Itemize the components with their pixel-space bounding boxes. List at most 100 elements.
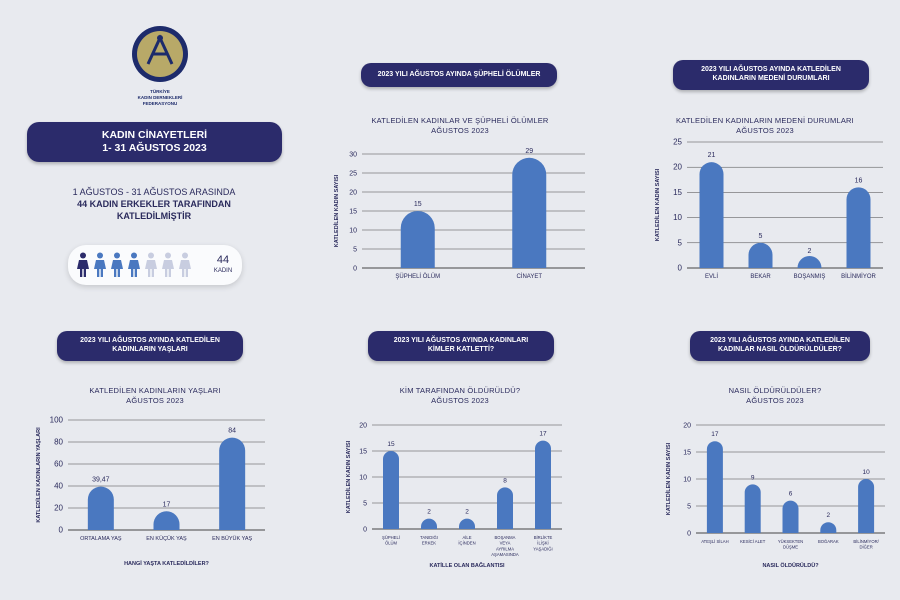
pill-line: 2023 YILI AĞUSTOS AYINDA KATLEDİLEN	[80, 337, 220, 345]
y-tick-label: 20	[54, 504, 63, 513]
chart-title-methods: NASIL ÖLDÜRÜLDÜLER? AĞUSTOS 2023	[670, 386, 880, 406]
data-label: 2	[826, 512, 830, 519]
bar	[87, 486, 114, 530]
x-category-label: ÖLÜM	[385, 541, 398, 546]
chart-title-line: AĞUSTOS 2023	[746, 396, 804, 406]
federation-logo: TÜRKİYE KADIN DERNEKLERİ FEDERASYONU	[128, 24, 192, 106]
bar	[535, 440, 551, 529]
x-category-label: BİLİNMİYOR	[841, 273, 876, 280]
data-label: 5	[759, 233, 763, 240]
bar	[846, 187, 871, 268]
bar	[219, 437, 246, 530]
x-axis-label: HANGİ YAŞTA KATLEDİLDİLER?	[124, 560, 209, 567]
y-tick-label: 80	[54, 438, 63, 447]
chart-title-perpetrators: KİM TARAFINDAN ÖLDÜRÜLDÜ? AĞUSTOS 2023	[345, 386, 575, 406]
header-banner: KADIN CİNAYETLERİ 1- 31 AĞUSTOS 2023	[27, 122, 282, 162]
header-subtitle: 1- 31 AĞUSTOS 2023	[102, 142, 207, 154]
x-category-label: BOŞANMA	[495, 535, 516, 540]
y-tick-label: 10	[349, 228, 357, 235]
chart-title-line: AĞUSTOS 2023	[431, 126, 489, 136]
summary-line: 1 AĞUSTOS - 31 AĞUSTOS ARASINDA	[72, 187, 236, 197]
y-axis-label: KATLEDİLEN KADIN SAYISI	[654, 168, 661, 241]
summary-text: 1 AĞUSTOS - 31 AĞUSTOS ARASINDA 44 KADIN…	[30, 186, 278, 222]
y-tick-label: 15	[359, 449, 367, 456]
x-category-label: DÜŞME	[783, 545, 798, 550]
data-label: 2	[465, 509, 469, 516]
chart-title-line: KİM TARAFINDAN ÖLDÜRÜLDÜ?	[399, 386, 521, 395]
data-label: 15	[387, 441, 395, 448]
bar	[706, 441, 723, 533]
x-category-label: BİRLİKTE	[534, 535, 553, 540]
x-category-label: İÇİNDEN	[458, 541, 475, 546]
data-label: 2	[427, 509, 431, 516]
chart-title-line: AĞUSTOS 2023	[736, 126, 794, 136]
y-tick-label: 20	[673, 163, 682, 172]
y-tick-label: 30	[349, 152, 357, 159]
x-category-label: AYRILMA	[496, 546, 514, 551]
y-tick-label: 5	[687, 504, 691, 511]
panel-pill-perpetrators: 2023 YILI AĞUSTOS AYINDA KADINLARI KİMLE…	[368, 331, 554, 361]
x-category-label: VEYA	[500, 541, 511, 546]
woman-icon	[145, 252, 157, 277]
woman-icon	[94, 252, 106, 277]
x-category-label: AİLE	[462, 535, 471, 540]
data-label: 17	[539, 431, 547, 438]
y-tick-label: 20	[349, 190, 357, 197]
y-axis-label: KATLEDİLEN KADIN SAYISI	[345, 440, 352, 513]
y-tick-label: 0	[353, 266, 357, 273]
bar	[459, 518, 475, 529]
pill-line: 2023 YILI AĞUSTOS AYINDA ŞÜPHELİ ÖLÜMLER	[377, 70, 541, 78]
data-label: 10	[862, 469, 870, 476]
x-axis-label: KATİLLE OLAN BAĞLANTISI	[429, 561, 505, 569]
chart-title-line: KATLEDİLEN KADINLARIN MEDENİ DURUMLARI	[676, 116, 854, 125]
pill-line: 2023 YILI AĞUSTOS AYINDA KATLEDİLEN	[710, 337, 850, 345]
y-tick-label: 25	[673, 138, 682, 147]
chart-title-line: AĞUSTOS 2023	[431, 396, 489, 406]
pill-line: 2023 YILI AĞUSTOS AYINDA KATLEDİLEN	[701, 66, 841, 74]
x-category-label: ERKEK	[422, 541, 436, 546]
y-tick-label: 60	[54, 460, 63, 469]
x-category-label: BOŞANMIŞ	[794, 274, 826, 280]
x-category-label: EN KÜÇÜK YAŞ	[146, 535, 187, 542]
pill-line: KADINLARIN YAŞLARI	[112, 346, 188, 353]
x-category-label: BİLİNMİYOR/	[853, 539, 879, 544]
chart-title-suspicious-deaths: KATLEDİLEN KADINLAR VE ŞÜPHELİ ÖLÜMLER A…	[345, 116, 575, 136]
bar	[820, 522, 837, 533]
woman-icon	[77, 252, 89, 277]
data-label: 2	[808, 248, 812, 255]
bar	[699, 162, 724, 268]
y-tick-label: 0	[687, 531, 691, 538]
x-category-label: BEKAR	[750, 274, 771, 280]
y-tick-label: 5	[678, 238, 683, 247]
y-tick-label: 10	[673, 213, 682, 222]
x-category-label: YAŞADIĞI	[533, 546, 552, 551]
summary-line: KATLEDİLMİŞTİR	[116, 211, 192, 222]
bar	[421, 518, 437, 529]
woman-icon	[162, 252, 174, 277]
counter-value: 44	[216, 254, 230, 266]
y-tick-label: 10	[683, 477, 691, 484]
x-category-label: TANIDIĞI	[420, 535, 438, 540]
data-label: 16	[855, 177, 863, 184]
y-tick-label: 20	[359, 423, 367, 430]
bar	[744, 484, 761, 533]
bar	[782, 500, 799, 533]
summary-line: 44 KADIN ERKEKLER TARAFINDAN	[77, 199, 231, 210]
panel-pill-marital-status: 2023 YILI AĞUSTOS AYINDA KATLEDİLEN KADI…	[673, 60, 869, 90]
y-tick-label: 20	[683, 423, 691, 430]
y-tick-label: 15	[349, 209, 357, 216]
data-label: 6	[789, 491, 793, 498]
x-category-label: CİNAYET	[516, 273, 542, 280]
federation-emblem	[132, 26, 188, 82]
woman-icon	[111, 252, 123, 277]
x-category-label: DİĞER	[859, 545, 872, 550]
y-axis-label: KATLEDİLEN KADIN SAYISI	[665, 442, 672, 515]
panel-pill-ages: 2023 YILI AĞUSTOS AYINDA KATLEDİLEN KADI…	[57, 331, 243, 361]
chart-title-ages: KATLEDİLEN KADINLARIN YAŞLARI AĞUSTOS 20…	[40, 386, 270, 406]
y-tick-label: 10	[359, 475, 367, 482]
y-tick-label: 15	[683, 450, 691, 457]
panel-pill-suspicious-deaths: 2023 YILI AĞUSTOS AYINDA ŞÜPHELİ ÖLÜMLER	[361, 63, 557, 87]
chart-title-line: KATLEDİLEN KADINLAR VE ŞÜPHELİ ÖLÜMLER	[371, 116, 549, 125]
x-axis-label: NASIL ÖLDÜRÜLDÜ?	[762, 562, 819, 569]
